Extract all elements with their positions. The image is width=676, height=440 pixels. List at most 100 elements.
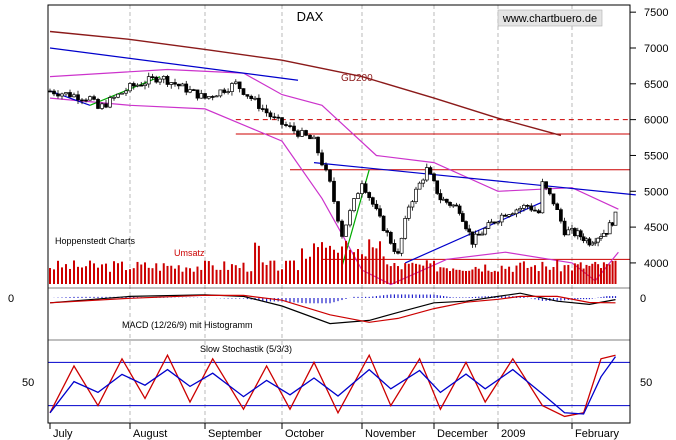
candle-body xyxy=(363,183,368,193)
volume-bar xyxy=(602,262,605,284)
candle-body xyxy=(464,221,468,230)
volume-bar xyxy=(325,247,327,284)
candle-body xyxy=(562,220,567,236)
candle-body xyxy=(570,228,574,231)
volume-bar xyxy=(594,261,597,284)
price-tick-label: 7000 xyxy=(644,43,668,55)
month-label: August xyxy=(133,428,167,440)
volume-bar xyxy=(215,269,218,284)
candle-body xyxy=(441,198,446,201)
candle-body xyxy=(292,125,296,132)
candle-body xyxy=(230,83,234,92)
candle-body xyxy=(300,130,304,137)
volume-bar xyxy=(181,271,184,284)
volume-bar xyxy=(382,256,385,284)
candle-body xyxy=(540,181,545,214)
volume-bar xyxy=(136,261,139,284)
volume-bar xyxy=(329,245,331,284)
candle-body xyxy=(381,215,386,232)
candle-body xyxy=(406,206,411,219)
candle-body xyxy=(207,96,211,99)
volume-bar xyxy=(147,267,150,284)
candle-body xyxy=(410,201,415,208)
volume-bar xyxy=(545,266,548,284)
volume-bar xyxy=(611,261,614,284)
volume-bar xyxy=(281,269,283,284)
support-resistance-lines xyxy=(235,119,630,260)
volume-bar xyxy=(207,261,210,284)
candle-body xyxy=(378,208,382,217)
volume-bar xyxy=(389,266,392,284)
volume-bar xyxy=(162,263,165,284)
volume-bar xyxy=(484,264,487,284)
candle-body xyxy=(503,214,508,217)
volume-bar xyxy=(556,260,559,284)
candle-body xyxy=(143,83,147,86)
volume-bar xyxy=(265,264,268,284)
volume-bar xyxy=(77,266,79,284)
candle-body xyxy=(613,211,618,226)
month-label: July xyxy=(53,428,73,440)
volume-bar xyxy=(597,264,600,284)
source-box xyxy=(497,9,603,27)
candle-body xyxy=(396,251,400,254)
volume-bar xyxy=(101,264,103,284)
candle-body xyxy=(499,214,504,223)
candle-body xyxy=(507,214,511,217)
volume-bar xyxy=(117,263,119,284)
trendline xyxy=(49,90,91,106)
volume-bar xyxy=(301,248,303,284)
candle-body xyxy=(489,221,494,224)
month-label: November xyxy=(365,428,416,440)
month-label: December xyxy=(437,428,488,440)
candle-body xyxy=(529,205,534,211)
stochastic-panel: Slow Stochastik (5/3/3) 50 50 xyxy=(22,344,652,418)
volume-bar xyxy=(337,252,339,284)
volume-bar xyxy=(61,267,63,284)
volume-bar xyxy=(321,242,323,284)
candle-body xyxy=(128,83,132,92)
candle-body xyxy=(257,97,261,109)
volume-bar xyxy=(81,267,83,284)
volume-bar xyxy=(548,269,551,284)
candle-body xyxy=(188,89,192,93)
volume-bar xyxy=(313,243,315,284)
month-label: October xyxy=(285,428,324,440)
candle-body xyxy=(237,81,242,89)
candle-body xyxy=(584,238,589,242)
volume-bar xyxy=(155,263,158,284)
candle-body xyxy=(604,233,609,235)
candle-body xyxy=(222,89,227,93)
volume-bar xyxy=(69,268,71,284)
volume-bar xyxy=(465,271,467,284)
volume-bar xyxy=(534,265,536,284)
candle-body xyxy=(360,183,364,195)
volume-bar xyxy=(219,269,222,284)
volume-bar xyxy=(458,269,461,284)
candle-body xyxy=(356,193,360,199)
volume-bar xyxy=(185,267,188,284)
volume-bar xyxy=(487,270,490,284)
chart-frame xyxy=(47,4,631,424)
volume-bar xyxy=(269,260,272,284)
volume-bar xyxy=(411,262,414,284)
candle-body xyxy=(308,134,312,140)
candle-body xyxy=(72,94,76,98)
candle-body xyxy=(566,229,571,236)
volume-bar xyxy=(471,269,474,284)
volume-bar xyxy=(317,247,319,284)
volume-bar xyxy=(261,262,264,284)
candle-body xyxy=(510,213,515,216)
volume-bar xyxy=(151,268,154,284)
volume-bar xyxy=(132,268,135,284)
month-label: September xyxy=(208,428,262,440)
candle-body xyxy=(385,230,390,233)
volume-bar xyxy=(285,260,287,284)
volume-bar xyxy=(563,265,566,284)
candle-body xyxy=(304,130,308,136)
candle-body xyxy=(544,181,548,189)
candle-body xyxy=(444,198,449,203)
trendline xyxy=(313,162,636,196)
candle-body xyxy=(241,88,246,95)
month-label: February xyxy=(575,428,620,440)
